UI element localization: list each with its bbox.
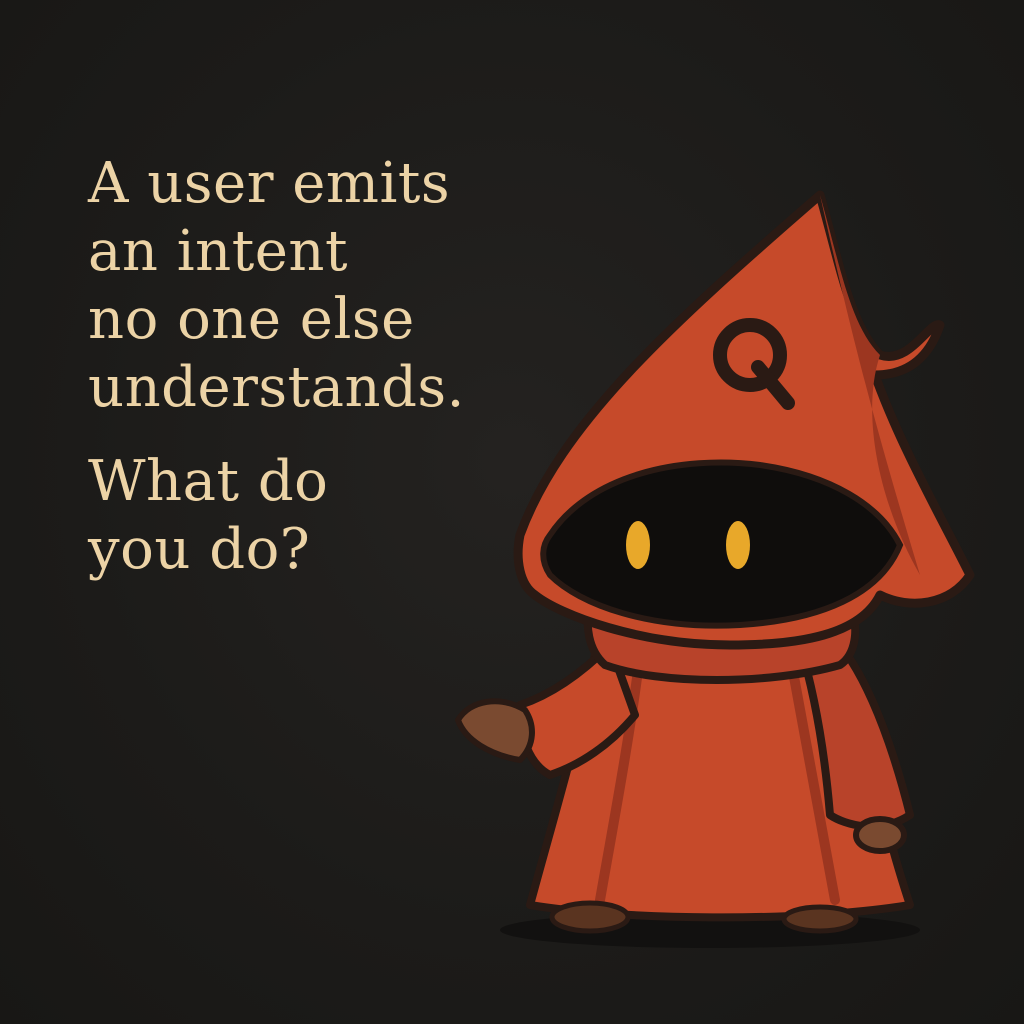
premise-line-1: A user emits xyxy=(88,151,451,216)
prompt-line-2: you do? xyxy=(88,517,311,582)
premise-line-3: no one else xyxy=(88,287,415,352)
wizard-mascot-illustration xyxy=(455,190,975,948)
hat-q-emblem xyxy=(713,318,795,410)
hat-shading xyxy=(820,195,920,575)
right-hand xyxy=(853,816,907,854)
robe-fold-left xyxy=(595,650,645,905)
question-text-block: A user emits an intent no one else under… xyxy=(88,150,528,584)
left-foot xyxy=(549,900,631,934)
premise-line-2: an intent xyxy=(88,219,348,284)
face-shadow xyxy=(540,459,904,629)
left-eye-icon xyxy=(626,521,650,569)
left-hand xyxy=(455,698,535,763)
right-eye-icon xyxy=(726,521,750,569)
prompt-line-1: What do xyxy=(88,449,329,514)
premise-line-4: understands. xyxy=(88,355,465,420)
robe-fold-right xyxy=(785,650,840,905)
right-foot xyxy=(781,904,859,934)
